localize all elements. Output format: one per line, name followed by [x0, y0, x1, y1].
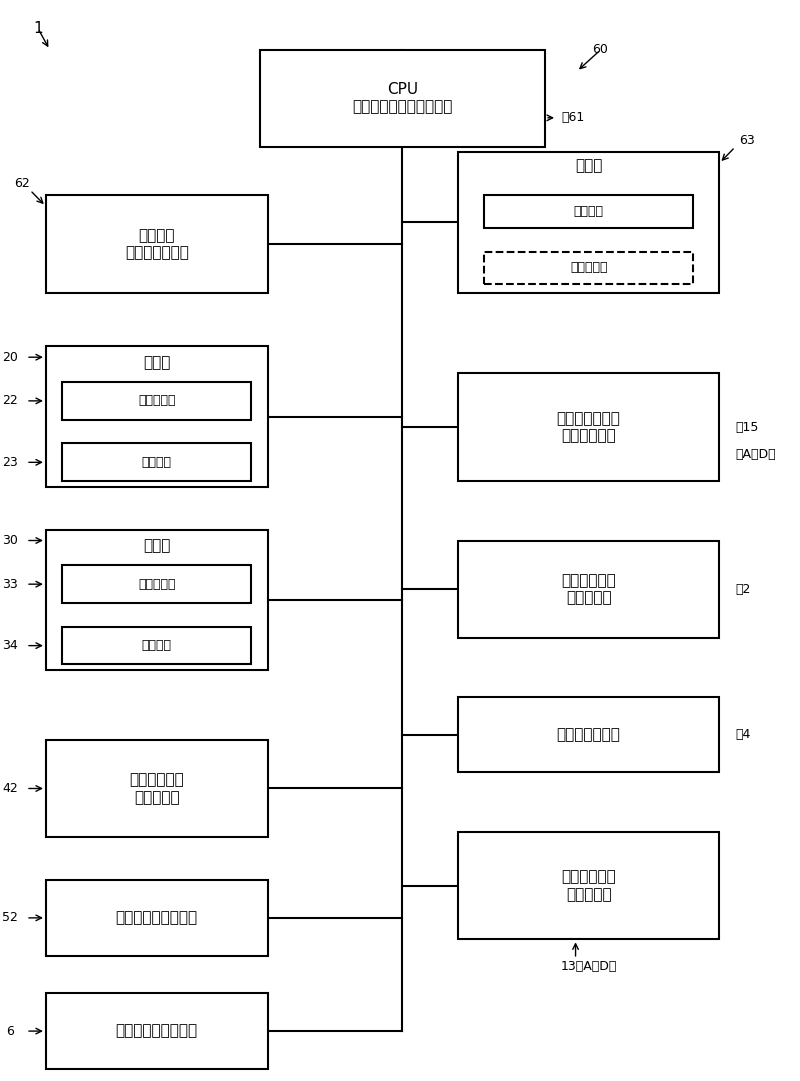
Text: 存储部: 存储部 [575, 158, 602, 173]
Text: CPU
（混配供给能力控制部）: CPU （混配供给能力控制部） [352, 82, 453, 115]
Text: 13（A～D）: 13（A～D） [561, 960, 617, 973]
Text: 输送材料切换阀: 输送材料切换阀 [557, 728, 621, 742]
Text: 23: 23 [2, 456, 18, 469]
Text: ～4: ～4 [735, 729, 750, 742]
Text: 63: 63 [739, 134, 755, 147]
FancyBboxPatch shape [46, 196, 268, 293]
FancyBboxPatch shape [46, 993, 268, 1069]
Text: 30: 30 [2, 534, 18, 547]
Text: 33: 33 [2, 577, 18, 590]
Text: 52: 52 [2, 911, 18, 924]
Text: 20: 20 [2, 350, 18, 363]
FancyBboxPatch shape [458, 152, 719, 293]
Text: 负载传感器: 负载传感器 [138, 395, 175, 408]
Text: ～15: ～15 [735, 421, 758, 433]
Text: 暂时存放料斗
材料传感器: 暂时存放料斗 材料传感器 [130, 772, 184, 804]
Text: 搅拌用马达: 搅拌用马达 [138, 577, 175, 590]
FancyBboxPatch shape [458, 697, 719, 772]
Text: 排出挡板: 排出挡板 [142, 456, 172, 469]
FancyBboxPatch shape [46, 740, 268, 837]
Text: 计量机: 计量机 [143, 355, 170, 370]
Text: 装料料斗材料传感器: 装料料斗材料传感器 [116, 910, 198, 925]
FancyBboxPatch shape [46, 880, 268, 956]
Text: 42: 42 [2, 782, 18, 795]
Text: 操作面板
（显示操作部）: 操作面板 （显示操作部） [125, 228, 189, 261]
FancyBboxPatch shape [62, 443, 251, 481]
FancyBboxPatch shape [484, 196, 694, 228]
Text: 各种程序: 各种程序 [574, 205, 604, 218]
Text: 6: 6 [6, 1025, 14, 1038]
Text: 62: 62 [14, 177, 30, 190]
Text: 排出挡板: 排出挡板 [142, 639, 172, 652]
Text: 各材料供给机的
各材料传感器: 各材料供给机的 各材料传感器 [557, 411, 621, 443]
Text: 各材料输送用
吸引鼓风机: 各材料输送用 吸引鼓风机 [562, 573, 616, 605]
FancyBboxPatch shape [458, 540, 719, 638]
Text: 各材料供给机
的各进料器: 各材料供给机 的各进料器 [562, 869, 616, 902]
FancyBboxPatch shape [458, 373, 719, 481]
Text: 成形机侧吸引鼓风机: 成形机侧吸引鼓风机 [116, 1024, 198, 1039]
FancyBboxPatch shape [484, 252, 694, 284]
FancyBboxPatch shape [62, 565, 251, 603]
FancyBboxPatch shape [260, 50, 545, 147]
Text: 60: 60 [593, 43, 609, 56]
Text: ～2: ～2 [735, 583, 750, 596]
Text: ～61: ～61 [561, 111, 584, 124]
FancyBboxPatch shape [62, 382, 251, 419]
FancyBboxPatch shape [62, 627, 251, 665]
Text: 混合鼓: 混合鼓 [143, 538, 170, 553]
Text: 各种数据表: 各种数据表 [570, 262, 607, 275]
FancyBboxPatch shape [46, 530, 268, 670]
Text: 22: 22 [2, 395, 18, 408]
FancyBboxPatch shape [458, 831, 719, 939]
FancyBboxPatch shape [46, 346, 268, 486]
Text: 34: 34 [2, 639, 18, 652]
Text: （A～D）: （A～D） [735, 448, 776, 461]
Text: 1: 1 [33, 21, 42, 36]
